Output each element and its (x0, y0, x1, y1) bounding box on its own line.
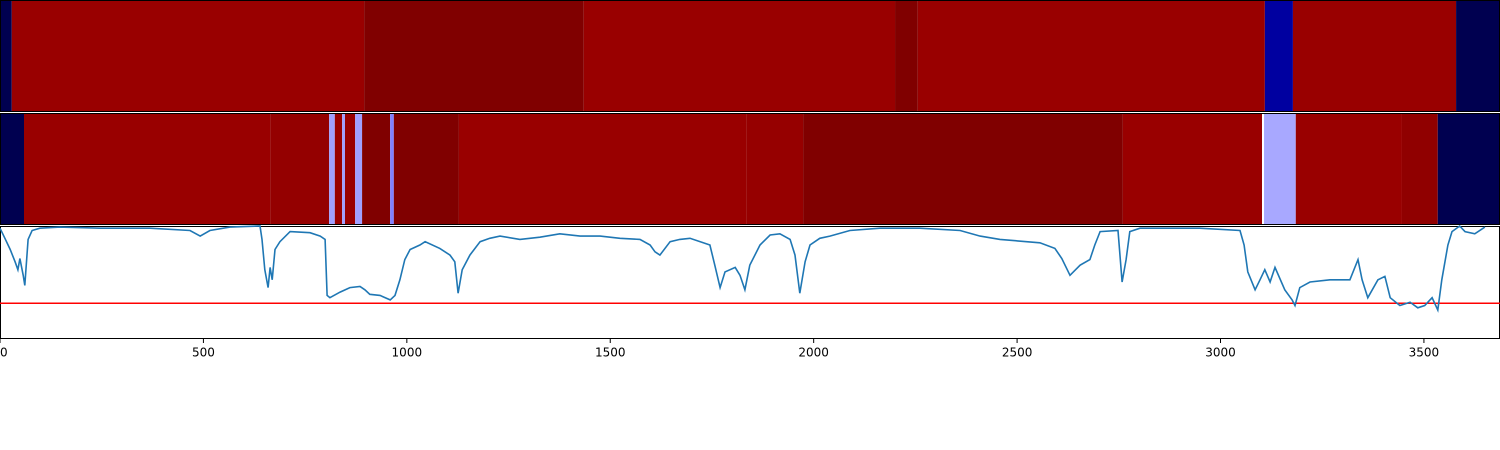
band-segment (11, 0, 365, 112)
x-tick-label: 3500 (1409, 346, 1440, 360)
band-segment (390, 113, 394, 225)
band-segment (270, 113, 330, 225)
x-tick-label: 500 (192, 346, 215, 360)
band-segment (1122, 113, 1263, 225)
panel-frame (0, 226, 1500, 339)
band-segment (746, 113, 804, 225)
band-segment (342, 113, 345, 225)
band-segment (917, 0, 1265, 112)
band-segment (355, 113, 363, 225)
band-segment (0, 113, 25, 225)
band-segment (334, 113, 343, 225)
band-segment (393, 113, 459, 225)
band-segment (1264, 0, 1293, 112)
band-segment (583, 0, 896, 112)
band-segment (1401, 113, 1438, 225)
band-segment (1437, 113, 1500, 225)
band-segment (364, 0, 584, 112)
x-tick-label: 2500 (1002, 346, 1033, 360)
band-segment (1264, 113, 1296, 225)
band-segment (1292, 0, 1457, 112)
band-segment (895, 0, 918, 112)
band-segment (329, 113, 335, 225)
x-tick-label: 2000 (798, 346, 829, 360)
band-segment (0, 0, 12, 112)
band-segment (458, 113, 747, 225)
band-segment (1262, 113, 1265, 225)
x-tick-label: 0 (0, 346, 8, 360)
line-series (0, 224, 1486, 313)
band-segment (1456, 0, 1500, 112)
x-tick-label: 3000 (1205, 346, 1236, 360)
band-segment (803, 113, 1123, 225)
x-tick-label: 1500 (595, 346, 626, 360)
band-segment (1295, 113, 1402, 225)
band-segment (344, 113, 356, 225)
band-segment (24, 113, 271, 225)
x-tick-label: 1000 (392, 346, 423, 360)
band-segment (362, 113, 391, 225)
